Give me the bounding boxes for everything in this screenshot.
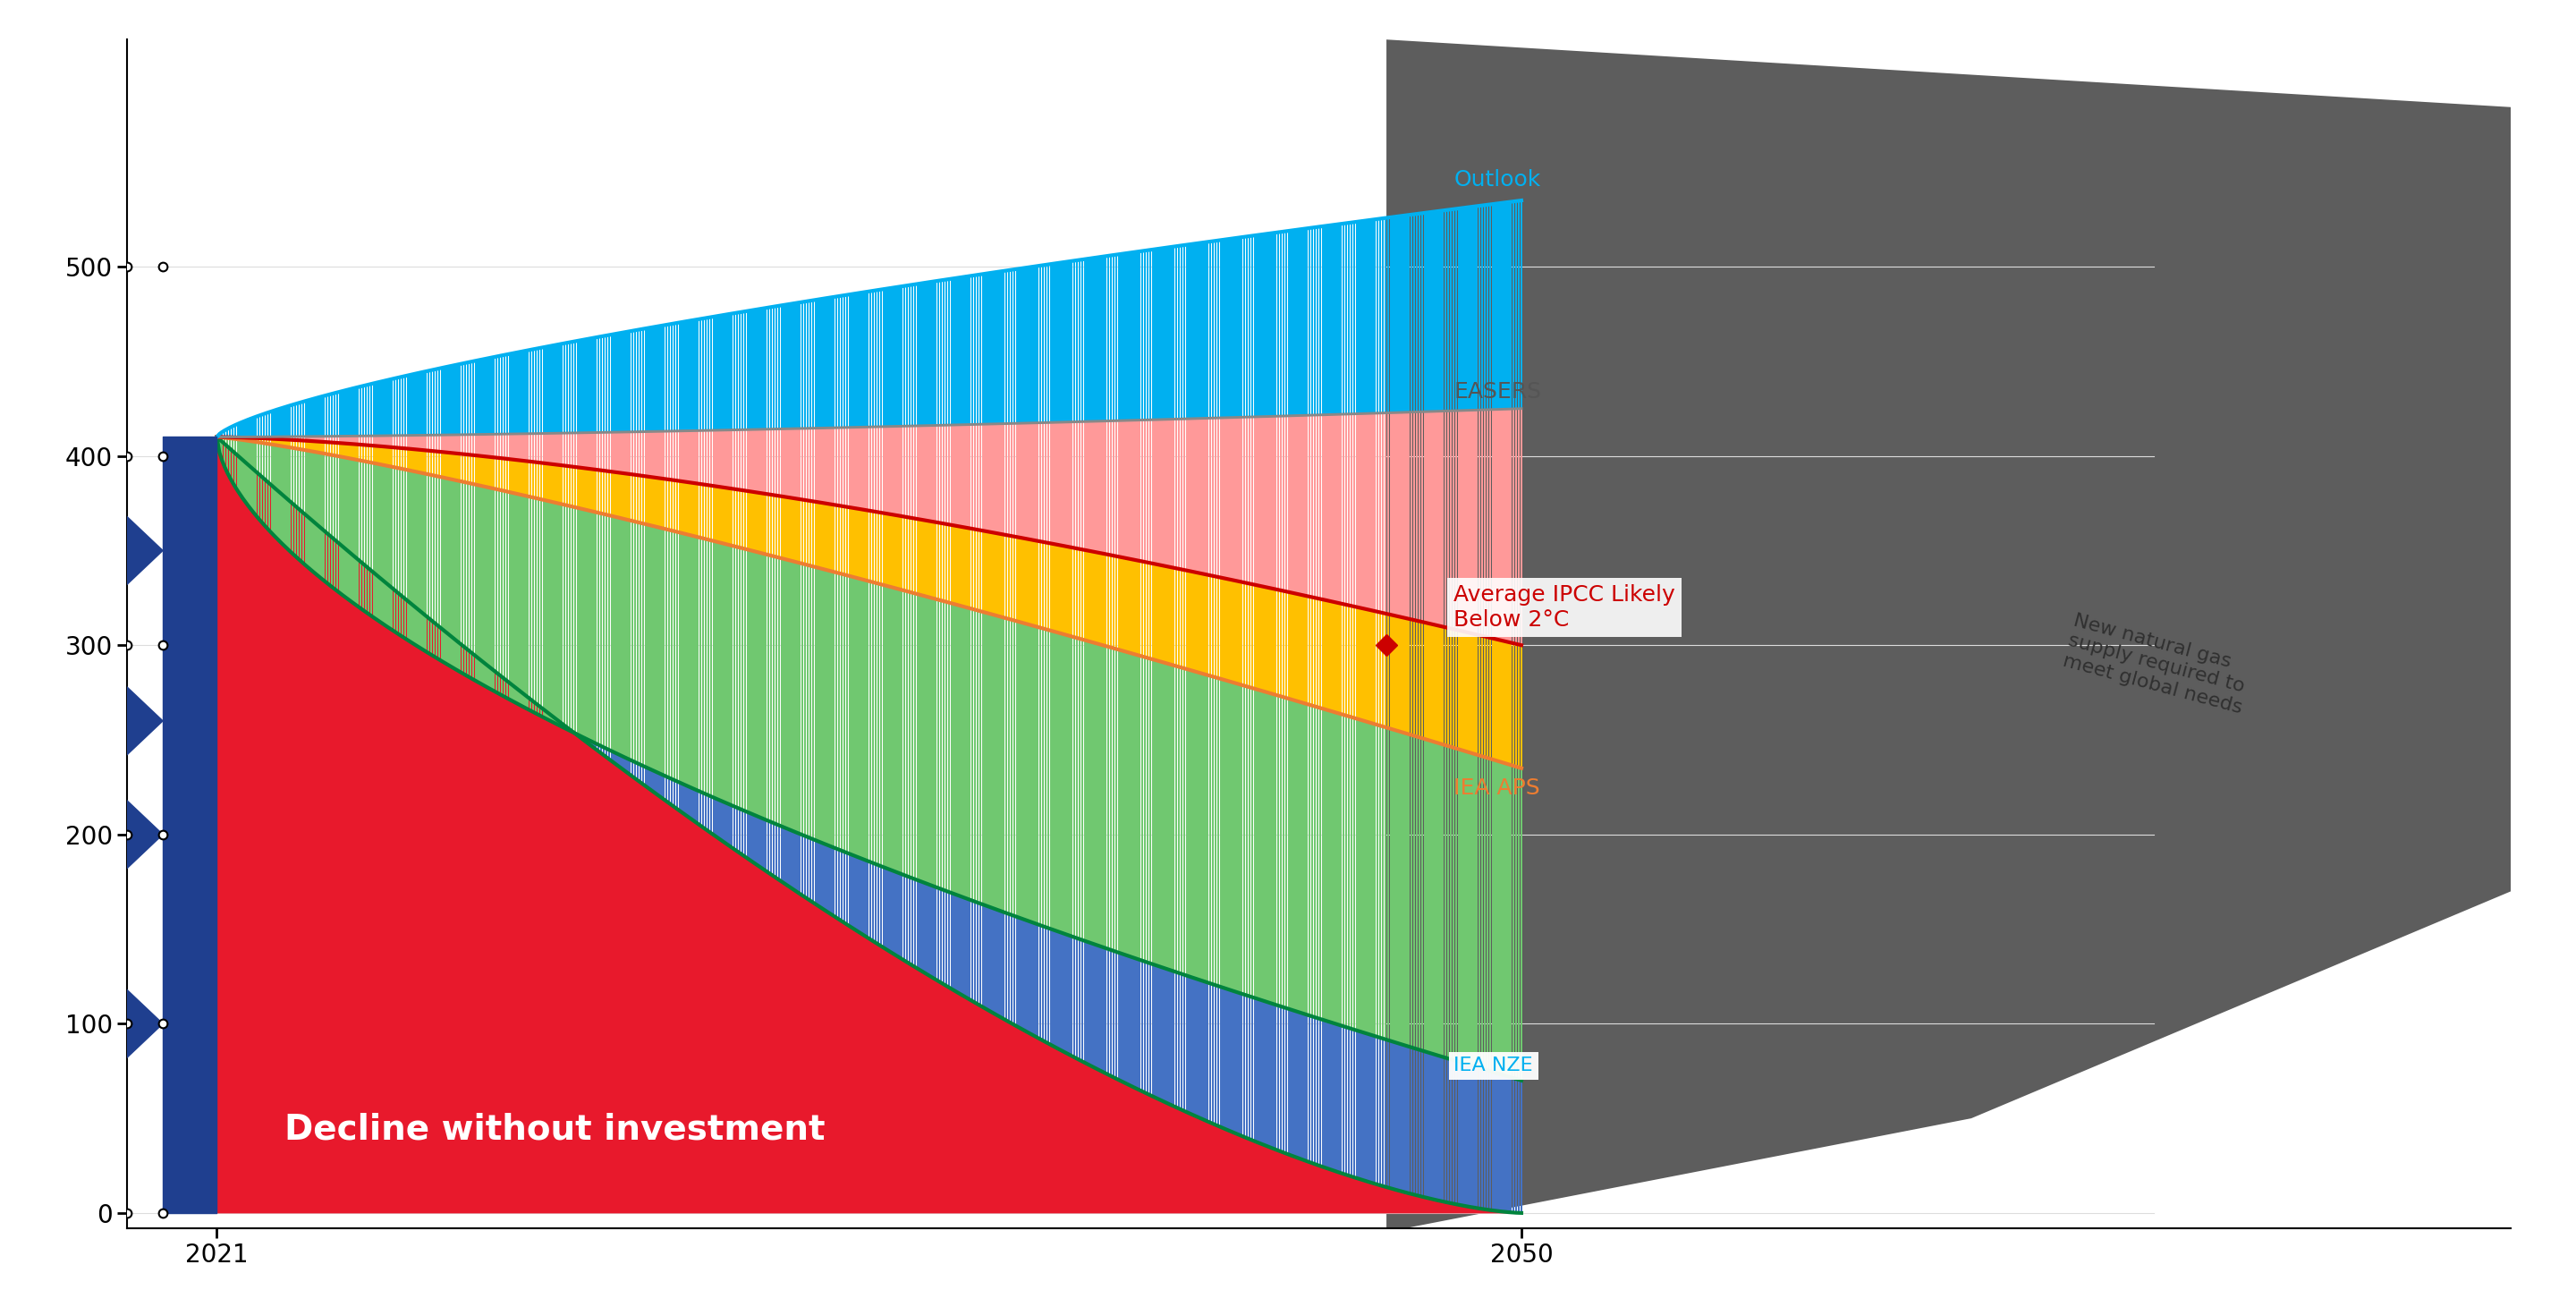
Text: Outlook: Outlook <box>1453 170 1540 191</box>
Text: Decline without investment: Decline without investment <box>283 1112 824 1146</box>
Polygon shape <box>126 686 162 755</box>
Polygon shape <box>126 989 162 1057</box>
Text: IEA NZE: IEA NZE <box>1453 1057 1533 1074</box>
Polygon shape <box>126 800 162 869</box>
Text: New natural gas
supply required to
meet global needs: New natural gas supply required to meet … <box>2061 612 2257 716</box>
Polygon shape <box>126 516 162 584</box>
Text: IEA APS: IEA APS <box>1453 778 1540 799</box>
Text: Average IPCC Likely
Below 2°C: Average IPCC Likely Below 2°C <box>1453 584 1674 630</box>
Polygon shape <box>1386 39 2576 1233</box>
Text: EASERS: EASERS <box>1453 382 1540 403</box>
